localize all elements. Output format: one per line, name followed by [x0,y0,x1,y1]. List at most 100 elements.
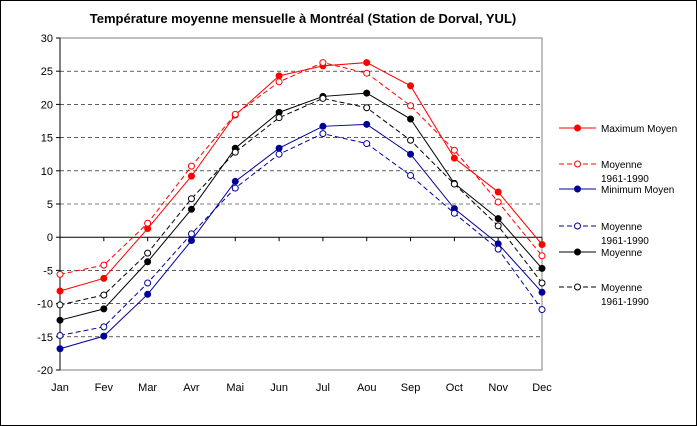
data-point [363,140,371,148]
data-point [144,249,152,257]
series-line [59,92,543,321]
data-point [319,59,327,67]
y-tick-label: 25 [41,66,53,78]
legend-item: Minimum Moyen [559,185,674,196]
legend-label: Moyenne [601,248,643,259]
series-line [59,133,543,336]
x-tick-label: Mar [138,382,157,394]
data-point [407,150,415,158]
y-tick-label: 20 [41,99,53,111]
data-point [100,274,108,282]
data-point [187,237,195,245]
y-tick-label: -20 [37,365,53,377]
data-point [494,198,502,206]
data-point [450,180,458,188]
data-point [450,154,458,162]
data-point [450,209,458,217]
y-tick-label: 15 [41,133,53,145]
data-point [100,323,108,331]
legend-label: Moyenne 1961-1990 [601,160,649,185]
legend-label: Maximum Moyen [601,124,677,135]
legend-label: Moyenne 1961-1990 [601,283,649,308]
legend-marker [574,283,581,291]
data-point [363,120,371,128]
data-point [144,258,152,266]
legend-marker [574,185,581,193]
y-tick-label: 0 [47,232,53,244]
legend-marker [574,222,581,230]
legend-item: Moyenne 1961-1990 [559,160,649,185]
legend-item: Moyenne [559,248,643,259]
data-point [363,104,371,112]
data-point [538,306,546,314]
x-tick-label: Nov [488,382,508,394]
data-point [144,290,152,298]
series-1 [56,59,546,295]
data-point [538,241,546,249]
series-line [59,62,543,275]
legend-item: Maximum Moyen [559,124,677,135]
series-6 [56,94,546,309]
x-tick-label: Aou [357,382,377,394]
data-point [187,205,195,213]
x-tick-label: Sep [401,382,421,394]
data-point [187,172,195,180]
data-point [56,287,64,295]
data-point [100,291,108,299]
data-point [494,222,502,230]
data-point [231,110,239,118]
data-point [275,150,283,158]
legend-marker [574,160,581,168]
data-point [450,146,458,154]
x-tick-label: Jun [270,382,288,394]
series-3 [56,120,546,353]
data-point [275,72,283,80]
data-point [407,102,415,110]
data-point [363,69,371,77]
series-2 [56,59,546,278]
data-point [319,130,327,138]
data-point [187,162,195,170]
data-point [494,215,502,223]
data-point [231,148,239,156]
x-tick-label: Oct [446,382,463,394]
data-point [275,78,283,86]
data-point [494,188,502,196]
data-point [100,305,108,313]
gridlines [60,70,542,338]
series-line [59,97,543,306]
chart-title: Température moyenne mensuelle à Montréal… [90,11,516,26]
legend-item: Moyenne 1961-1990 [559,222,649,247]
data-point [538,288,546,296]
data-point [231,177,239,185]
data-point [100,332,108,340]
y-tick-label: -10 [37,299,53,311]
data-point [407,115,415,123]
legend-marker [574,248,581,256]
y-tick-label: -15 [37,332,53,344]
data-point [56,331,64,339]
x-tick-label: Dec [532,382,552,394]
data-point [538,279,546,287]
data-point [231,184,239,192]
axes: -20 -15 -10 -5 0 5 10 15 20 25 30 Jan Fev Mar Avr Mai Ju… [37,33,552,394]
series-4 [56,130,546,339]
data-point [275,114,283,122]
series-line [59,62,543,292]
data-point [319,122,327,130]
legend-label: Moyenne 1961-1990 [601,222,649,247]
data-point [319,94,327,102]
data-point [538,264,546,272]
data-point [363,59,371,67]
x-tick-label: Mai [226,382,244,394]
data-point [56,316,64,324]
series-group [56,59,546,353]
data-point [494,245,502,253]
legend-marker [574,124,581,132]
y-tick-label: 10 [41,166,53,178]
data-point [407,136,415,144]
x-tick-label: Avr [183,382,200,394]
x-tick-label: Fev [95,382,114,394]
